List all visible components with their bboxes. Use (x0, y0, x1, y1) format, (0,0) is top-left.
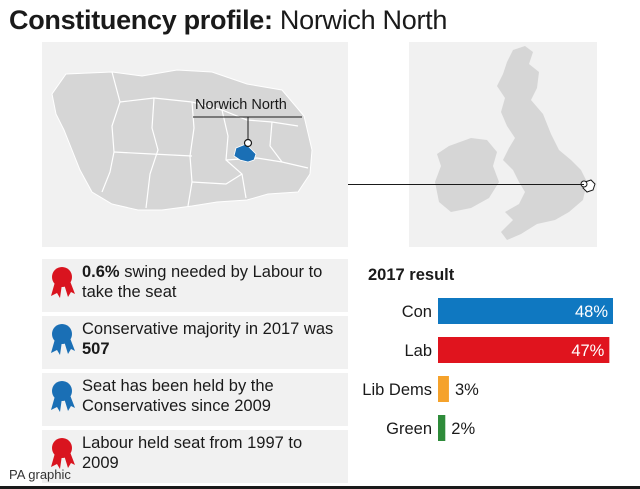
conservative-rosette-icon (51, 324, 75, 355)
conservative-rosette-icon (51, 381, 75, 412)
fact-body: swing needed by Labour to take the seat (82, 263, 323, 301)
fact-text: 0.6% swing needed by Labour to take the … (82, 262, 342, 302)
fact-body: Conservative majority in 2017 was (82, 320, 334, 338)
fact-list: 0.6% swing needed by Labour to take the … (42, 259, 348, 487)
norfolk-map (51, 69, 313, 211)
category-label: Green (386, 420, 432, 438)
bar (438, 298, 613, 324)
great-britain-shape (497, 46, 587, 240)
title-constituency: Norwich North (279, 5, 448, 35)
fact-text: Seat has been held by the Conservatives … (82, 376, 342, 416)
map-connector-line (348, 184, 584, 185)
fact-text: Labour held seat from 1997 to 2009 (82, 433, 342, 473)
map-constituency-label: Norwich North (195, 97, 287, 113)
category-label: Lib Dems (362, 381, 432, 399)
bar (438, 337, 610, 363)
location-marker (243, 138, 253, 148)
title-bold: Constituency profile: (9, 5, 273, 35)
fact-body: Labour held seat from 1997 to 2009 (82, 434, 303, 472)
labour-rosette-icon (51, 438, 75, 469)
fact-item: Conservative majority in 2017 was 507 (42, 316, 348, 369)
value-label: 48% (575, 303, 608, 321)
value-label: 3% (455, 381, 479, 399)
norfolk-map-panel (42, 42, 348, 247)
source-credit: PA graphic (9, 467, 71, 482)
fact-item: Seat has been held by the Conservatives … (42, 373, 348, 426)
norfolk-region (51, 69, 313, 211)
uk-map (435, 46, 596, 240)
category-label: Con (402, 303, 432, 321)
bar (438, 415, 446, 441)
fact-body: Seat has been held by the Conservatives … (82, 377, 274, 415)
fact-highlight: 507 (82, 340, 110, 358)
ireland-shape (435, 138, 499, 212)
fact-text: Conservative majority in 2017 was 507 (82, 319, 342, 359)
value-label: 2% (451, 420, 475, 438)
uk-map-panel (409, 42, 597, 247)
bar (438, 376, 449, 402)
value-label: 47% (571, 342, 604, 360)
bottom-rule (0, 486, 640, 489)
page-title: Constituency profile: Norwich North (9, 4, 447, 36)
results-bar-chart: Con 48% Lab 47% Lib Dems 3% Green 2% (362, 298, 613, 441)
labour-rosette-icon (51, 267, 75, 298)
fact-highlight: 0.6% (82, 263, 120, 281)
fact-item: 0.6% swing needed by Labour to take the … (42, 259, 348, 312)
category-label: Lab (404, 342, 432, 360)
chart-title: 2017 result (368, 266, 455, 284)
fact-item: Labour held seat from 1997 to 2009 (42, 430, 348, 483)
